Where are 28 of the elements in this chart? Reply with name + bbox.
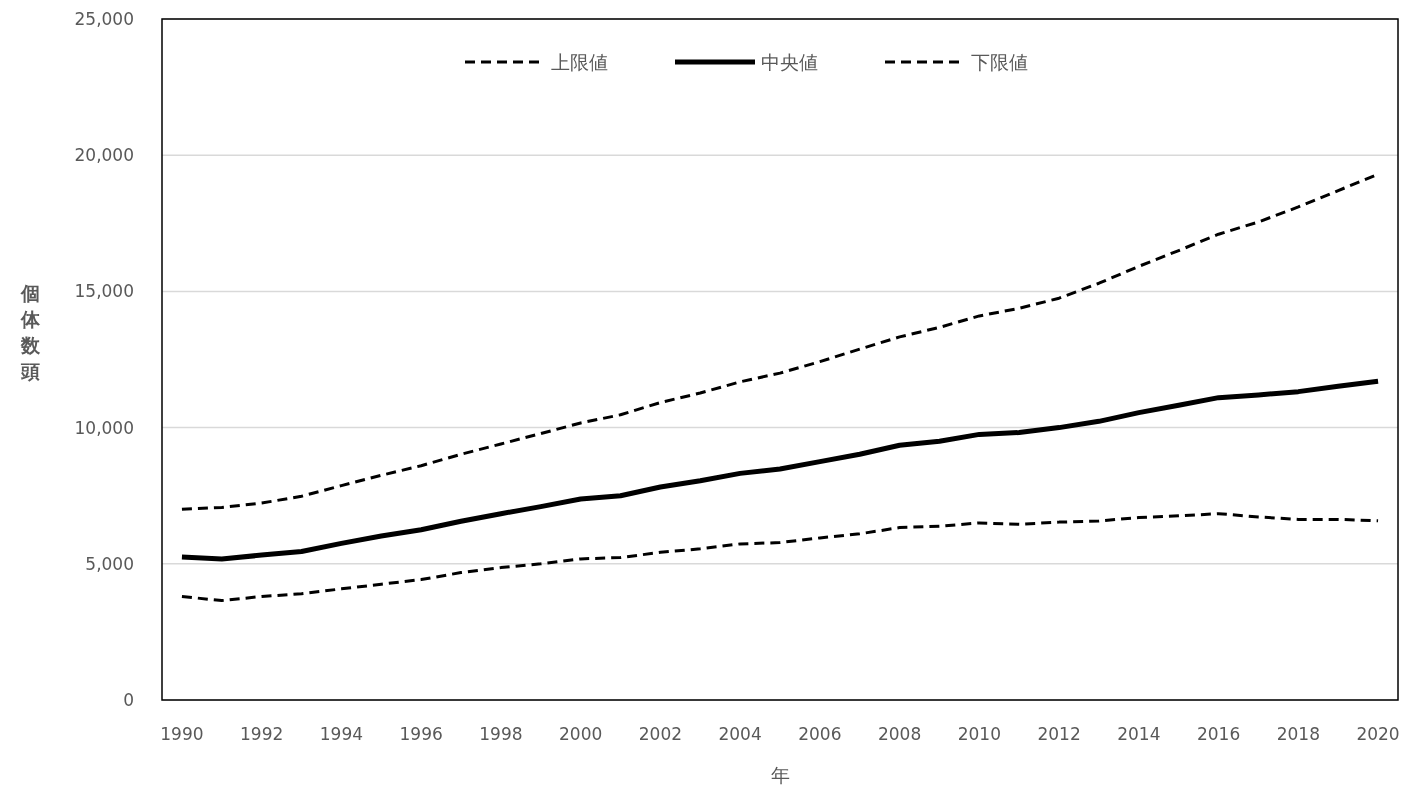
x-tick-label: 2014 bbox=[1117, 724, 1161, 744]
x-tick-label: 2006 bbox=[798, 724, 842, 744]
x-tick-label: 1990 bbox=[160, 724, 204, 744]
x-tick-label: 2020 bbox=[1356, 724, 1400, 744]
x-tick-label: 2018 bbox=[1276, 724, 1320, 744]
x-tick-label: 2008 bbox=[877, 724, 922, 744]
x-tick-label: 1994 bbox=[319, 724, 364, 744]
x-tick-label: 2004 bbox=[718, 724, 762, 744]
x-tick-label: 2002 bbox=[638, 724, 683, 744]
legend-label: 下限値 bbox=[971, 50, 1028, 73]
line-series bbox=[180, 512, 1380, 603]
x-axis-title: 年 bbox=[770, 764, 790, 786]
x-tick-label: 1998 bbox=[479, 724, 523, 744]
y-tick-label: 15,000 bbox=[74, 281, 134, 302]
x-tick-label: 2012 bbox=[1037, 724, 1081, 744]
y-tick-label: 5,000 bbox=[85, 553, 134, 574]
x-tick-label: 2000 bbox=[559, 724, 603, 744]
x-tick-label: 2010 bbox=[957, 724, 1001, 744]
legend-label: 中央値 bbox=[761, 50, 818, 73]
y-axis-title: 個体数頭 bbox=[19, 282, 41, 382]
legend-label: 上限値 bbox=[551, 50, 608, 73]
y-tick-label: 25,000 bbox=[74, 8, 134, 29]
y-tick-label: 0 bbox=[123, 689, 134, 710]
x-tick-label: 1992 bbox=[240, 724, 284, 744]
y-tick-label: 10,000 bbox=[74, 417, 134, 438]
x-tick-label: 1996 bbox=[399, 724, 443, 744]
y-tick-label: 20,000 bbox=[74, 145, 134, 166]
x-tick-label: 2016 bbox=[1196, 724, 1241, 744]
